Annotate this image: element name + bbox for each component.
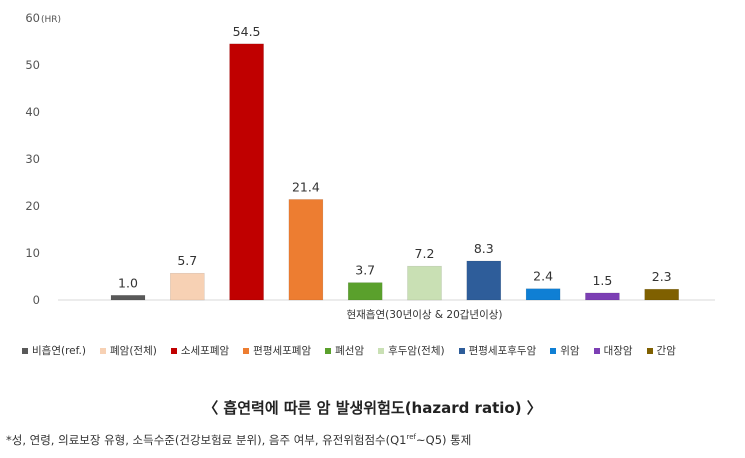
legend-swatch: [325, 347, 332, 354]
legend-swatch: [170, 347, 177, 354]
legend-item: 간암: [646, 343, 676, 358]
y-tick-label: 40: [25, 105, 40, 119]
legend-swatch: [378, 347, 385, 354]
legend-swatch: [458, 347, 465, 354]
bar: [644, 288, 679, 301]
bar-value-label: 2.4: [533, 269, 553, 284]
legend-item: 폐암(전체): [100, 343, 157, 358]
y-tick-label: 20: [25, 199, 40, 213]
bar: [347, 282, 383, 301]
x-axis-label: 현재흡연(30년이상 & 20갑년이상): [346, 308, 502, 321]
chart-caption: 〈 흡연력에 따른 암 발생위험도(hazard ratio) 〉: [203, 399, 542, 417]
bar: [110, 295, 146, 301]
legend-item: 대장암: [593, 343, 633, 358]
footnote-text-end: ~Q5) 통제: [416, 433, 472, 447]
bar-value-label: 3.7: [355, 263, 375, 278]
legend-item: 비흡연(ref.): [22, 343, 86, 358]
bar: [407, 265, 442, 301]
legend-swatch: [22, 347, 28, 354]
legend-swatch: [100, 347, 106, 354]
legend-item: 편평세포후두암: [458, 343, 537, 358]
legend-swatch: [646, 347, 653, 354]
legend-label: 비흡연(ref.): [32, 345, 86, 357]
legend-item: 후두암(전체): [378, 343, 445, 358]
y-tick-label: 10: [25, 246, 40, 260]
legend-label: 대장암: [603, 345, 633, 357]
bar: [288, 199, 324, 301]
footnote-superscript: ref: [406, 433, 417, 442]
y-unit-label: (HR): [41, 15, 61, 25]
footnote: *성, 연령, 의료보장 유형, 소득수준(건강보험료 분위), 음주 여부, …: [6, 432, 471, 448]
y-tick-label: 60: [25, 11, 40, 25]
chart-plot-area: 0 10 20 30 40 50 60 (HR) 1.0 5.7 54.5 21.4 3.7 7.2 8.3…: [25, 11, 715, 321]
legend-label: 폐암(전체): [110, 345, 157, 357]
legend-label: 편평세포후두암: [468, 345, 537, 357]
bar-value-label: 1.5: [592, 273, 612, 288]
legend-item: 위암: [550, 343, 580, 358]
legend-swatch: [593, 347, 600, 354]
legend-item: 편평세포폐암: [243, 343, 311, 358]
y-tick-label: 50: [25, 58, 40, 72]
legend-label: 소세포폐암: [180, 345, 230, 357]
bar-value-label: 54.5: [233, 24, 261, 39]
chart-legend: 비흡연(ref.) 폐암(전체) 소세포폐암 편평세포폐암 폐선암 후두암(전체) 편평세포…: [22, 343, 742, 358]
legend-label: 간암: [656, 345, 676, 357]
bar-value-label: 21.4: [292, 179, 320, 194]
legend-label: 위암: [560, 345, 580, 357]
bar-value-label: 2.3: [652, 269, 672, 284]
bar-value-label: 8.3: [474, 241, 494, 256]
bar: [170, 272, 205, 301]
bar-value-label: 5.7: [177, 253, 197, 268]
bar: [585, 292, 620, 301]
footnote-text: *성, 연령, 의료보장 유형, 소득수준(건강보험료 분위), 음주 여부, …: [6, 433, 407, 447]
y-tick-label: 0: [33, 293, 40, 307]
y-tick-label: 30: [25, 152, 40, 166]
legend-item: 소세포폐암: [170, 343, 230, 358]
legend-label: 후두암(전체): [388, 345, 445, 357]
bar: [525, 288, 561, 301]
bar: [466, 260, 502, 301]
bar-value-label: 7.2: [415, 246, 435, 261]
bar: [229, 43, 264, 301]
legend-swatch: [243, 347, 250, 354]
legend-label: 폐선암: [335, 345, 365, 357]
legend-swatch: [550, 347, 557, 354]
legend-label: 편평세포폐암: [253, 345, 312, 357]
legend-item: 폐선암: [325, 343, 364, 358]
bar-value-label: 1.0: [118, 275, 138, 290]
